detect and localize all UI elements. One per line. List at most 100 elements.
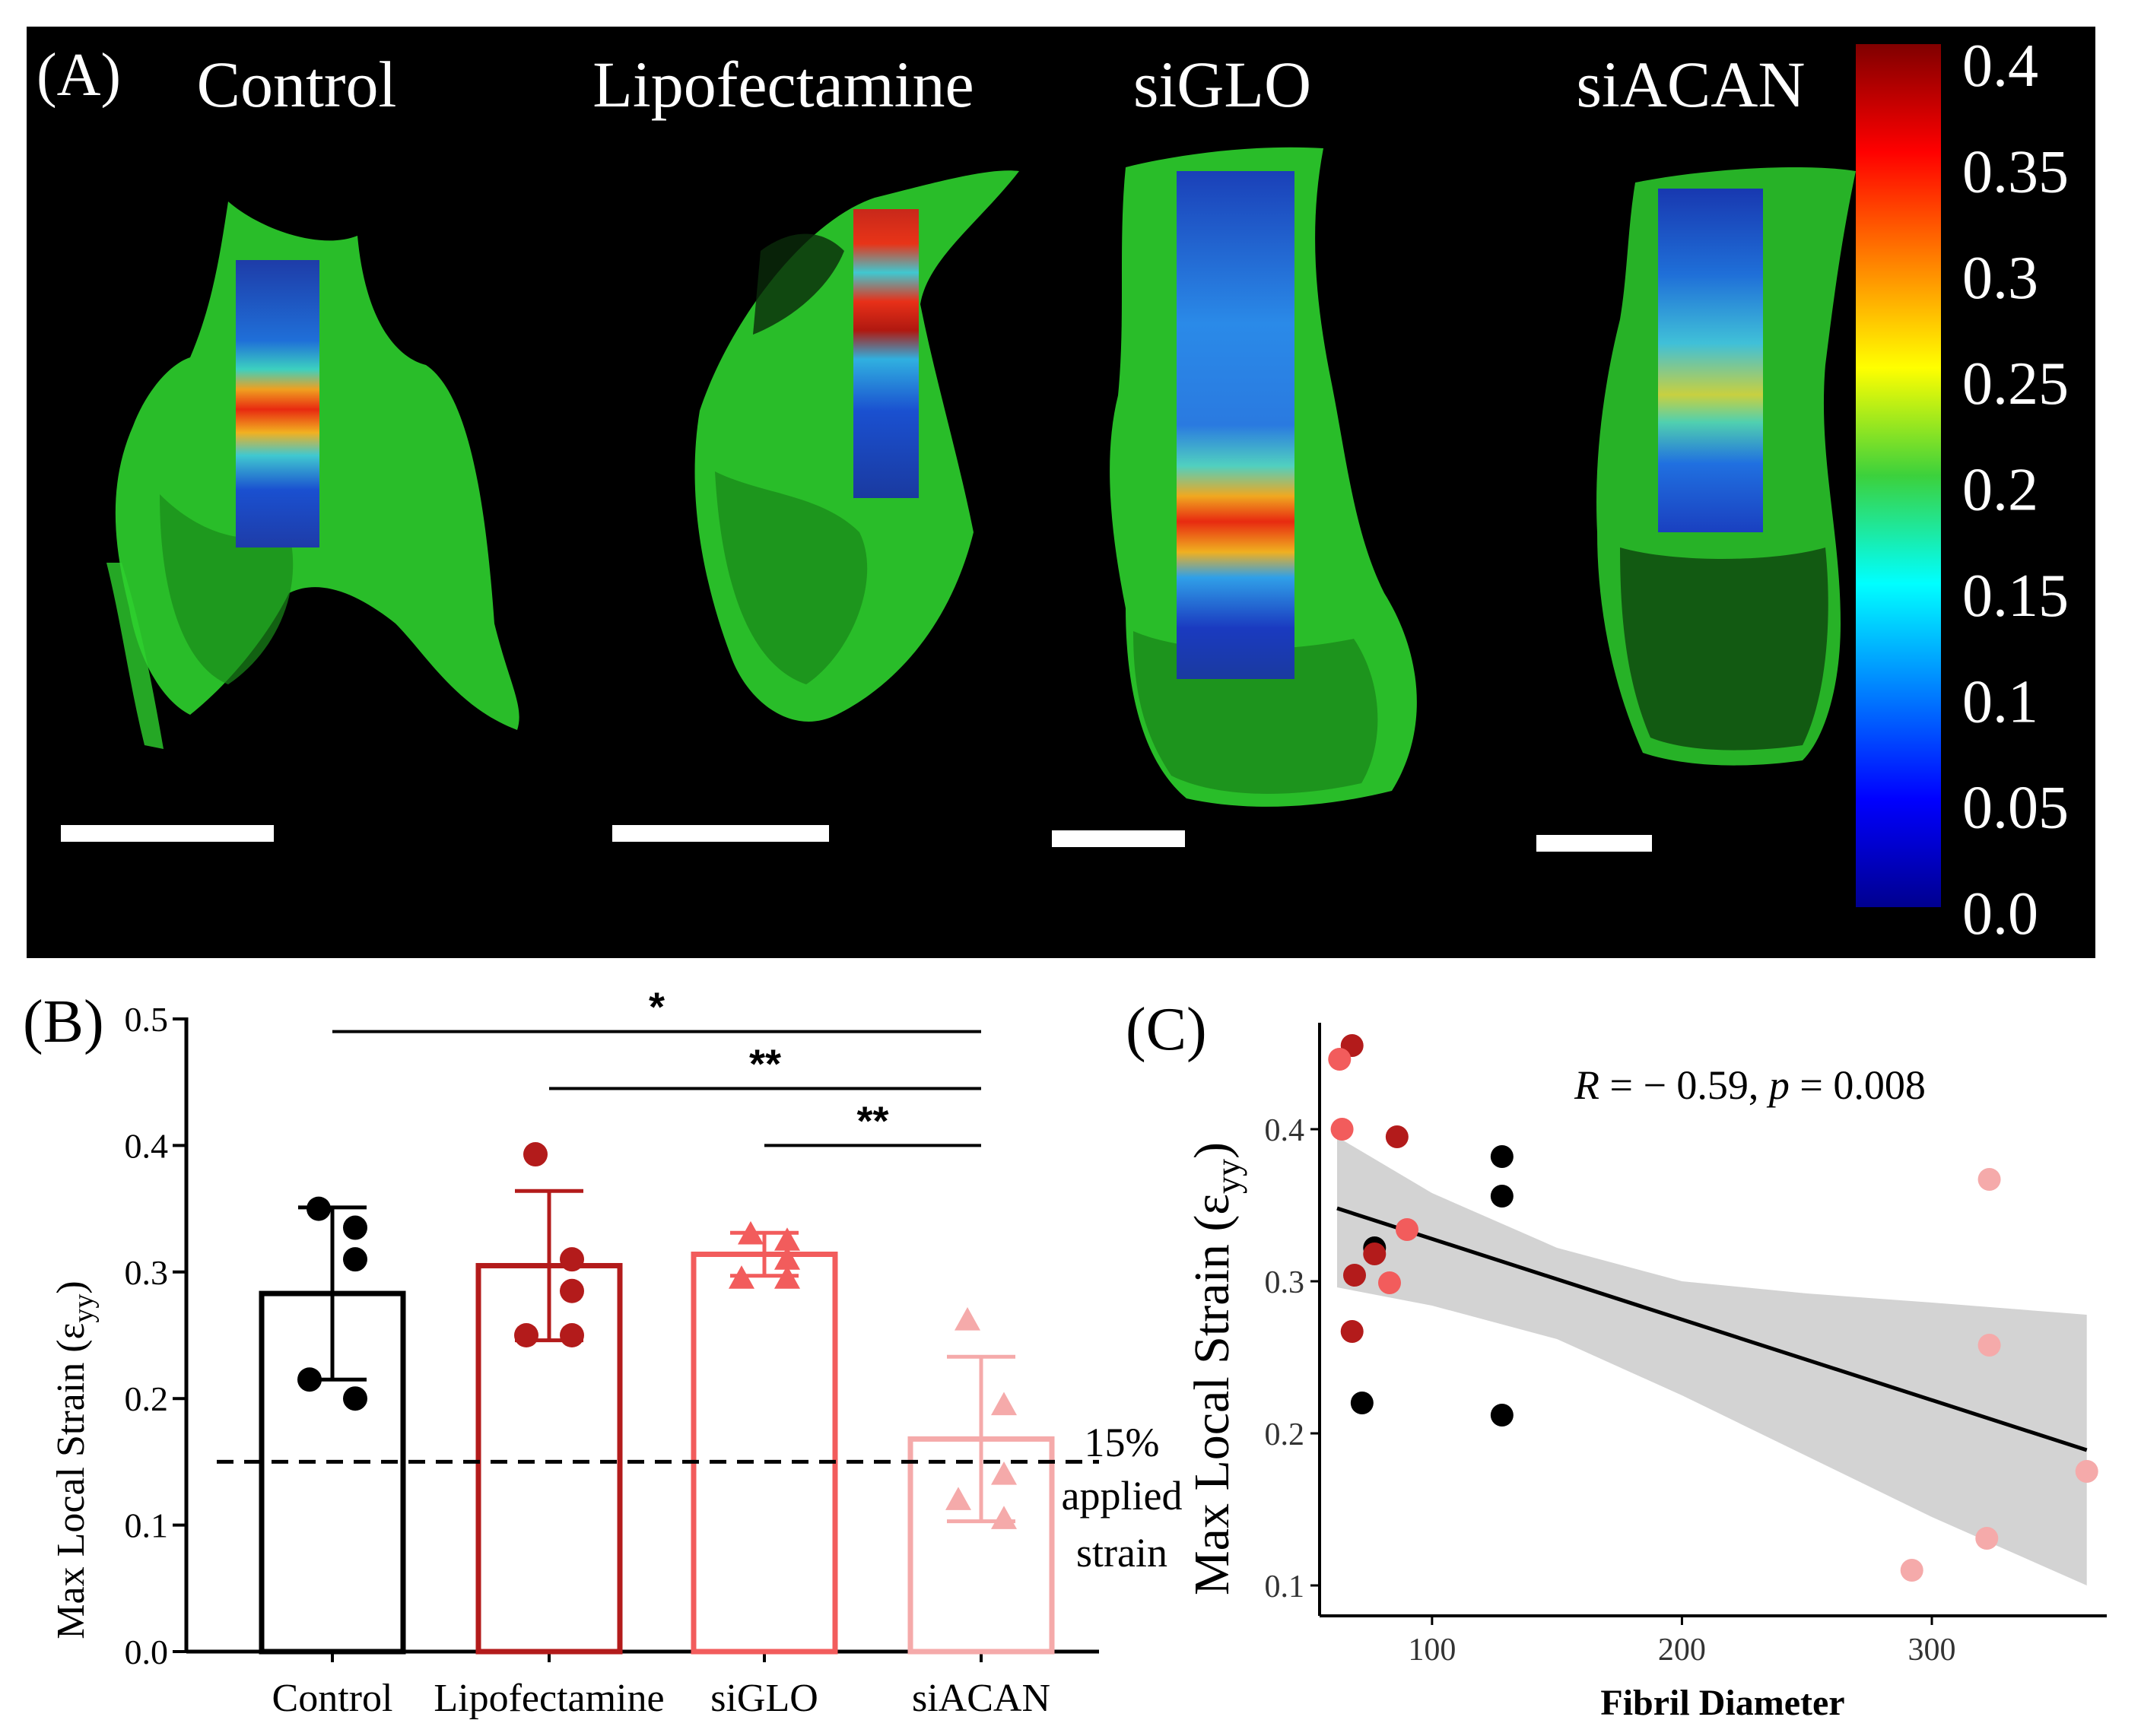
strain-map-siacan [1658,189,1763,532]
data-point [514,1323,538,1347]
confidence-band [1337,1137,2087,1585]
data-point [991,1506,1017,1529]
significance-label: * [649,985,665,1030]
tissue-lipofectamine [694,170,1019,722]
scatter-point [1378,1271,1401,1294]
y-tick-label: 0.1 [125,1506,169,1545]
data-point [343,1247,367,1272]
data-point [343,1215,367,1240]
colorbar-ticks: 0.4 0.35 0.3 0.25 0.2 0.15 0.1 0.05 0.0 [1962,33,2069,947]
scatter-point [1385,1125,1409,1148]
x-tick-label: siACAN [912,1677,1050,1720]
scatter-point [1977,1168,2001,1191]
tissue-control [106,202,519,749]
data-point [774,1265,800,1289]
bar-chart-axes: 0.0 0.1 0.2 0.3 0.4 0.5 Control Lipofectamine si… [125,1000,1099,1720]
x-tick-label: siGLO [710,1677,818,1720]
data-point [738,1220,764,1245]
colorbar-tick-label: 0.25 [1962,351,2069,417]
scale-bar-control [61,825,274,842]
column-title-lipofectamine: Lipofectamine [592,48,974,121]
reference-line-label: applied [1062,1473,1183,1519]
data-point [560,1323,584,1347]
strain-map-siglo [1177,171,1294,679]
data-point [307,1196,331,1221]
colorbar-tick-label: 0.35 [1962,138,2069,205]
scatter-point [1490,1404,1514,1427]
colorbar-tick-label: 0.3 [1962,245,2038,312]
data-point [955,1307,980,1331]
y-tick-label: 0.3 [1265,1265,1305,1300]
data-point [297,1367,322,1392]
scatter-point [1977,1334,2001,1357]
panel-b-y-axis-label: Max Local Strain (εyy) [49,1281,100,1639]
data-point [774,1246,800,1270]
data-point [729,1265,754,1289]
panel-c-label: (C) [1126,996,1207,1063]
scatter-point [1363,1242,1387,1265]
colorbar-tick-label: 0.2 [1962,457,2038,524]
significance-label: ** [749,1042,781,1087]
bar-siglo [691,1252,838,1655]
scatter-axes: 0.1 0.2 0.3 0.4 100 200 300 [1265,1023,2107,1668]
scatter-points [1328,1034,2098,1582]
scatter-point [1396,1218,1418,1241]
bar-chart-points [297,1142,1017,1529]
data-point [991,1461,1017,1485]
y-tick-label: 0.3 [125,1253,169,1292]
colorbar-tick-label: 0.15 [1962,563,2069,630]
y-tick-label: 0.4 [125,1126,169,1165]
colorbar-tick-label: 0.4 [1962,33,2038,100]
tissue-siacan [1596,167,1856,766]
panel-c-y-axis-label: Max Local Strain (εyy) [1184,1142,1247,1595]
y-tick-label: 0.5 [125,1000,169,1039]
data-point [945,1487,971,1510]
y-tick-label: 0.2 [125,1379,169,1418]
data-point [560,1247,584,1272]
x-tick-label: 100 [1408,1633,1456,1668]
data-point [523,1142,548,1167]
panel-a-label: (A) [37,42,121,109]
column-title-siacan: siACAN [1576,48,1805,121]
colorbar-tick-label: 0.05 [1962,775,2069,842]
reference-line-label: strain [1076,1530,1167,1576]
scale-bar-siacan [1536,835,1652,852]
data-point [774,1227,800,1251]
scatter-point [1330,1118,1354,1141]
strain-map-control [236,260,319,547]
data-point [560,1278,584,1303]
colorbar-tick-label: 0.0 [1962,881,2038,947]
colorbar-tick-label: 0.1 [1962,668,2038,735]
scale-bar-lipofectamine [612,825,829,842]
panel-a: (A) Control Lipofectamine siGLO siACAN 0… [27,27,2095,958]
y-tick-label: 0.4 [1265,1113,1305,1148]
scatter-point [1490,1145,1514,1168]
x-tick-label: 300 [1908,1633,1956,1668]
panel-b-label: (B) [23,989,104,1055]
panel-b: (B) 0.0 0.1 0.2 0.3 0.4 0.5 Control Lipofectami… [23,985,1182,1720]
significance-label: ** [856,1098,888,1144]
reference-line-label: 15% [1085,1420,1160,1465]
colorbar [1856,44,1941,907]
panel-c: (C) 0.1 0.2 0.3 0.4 100 200 300 R = − 0.59, p … [1126,996,2107,1723]
scatter-point [1975,1527,1999,1550]
scatter-point [1490,1185,1514,1208]
y-tick-label: 0.1 [1265,1569,1305,1604]
scatter-point [1340,1320,1364,1343]
x-tick-label: Control [272,1677,393,1720]
scatter-point [1900,1559,1923,1582]
y-tick-label: 0.0 [125,1633,169,1671]
tissue-siglo [1110,147,1417,807]
scatter-point [1328,1048,1352,1071]
correlation-annotation: R = − 0.59, p = 0.008 [1574,1062,1926,1108]
scatter-point [2075,1460,2098,1483]
data-point [343,1386,367,1411]
panel-c-x-axis-label: Fibril Diameter [1600,1683,1844,1723]
scale-bar-siglo [1052,830,1185,847]
scatter-point [1343,1264,1366,1287]
scatter-point [1350,1392,1374,1414]
data-point [991,1392,1017,1416]
column-title-control: Control [197,48,397,121]
